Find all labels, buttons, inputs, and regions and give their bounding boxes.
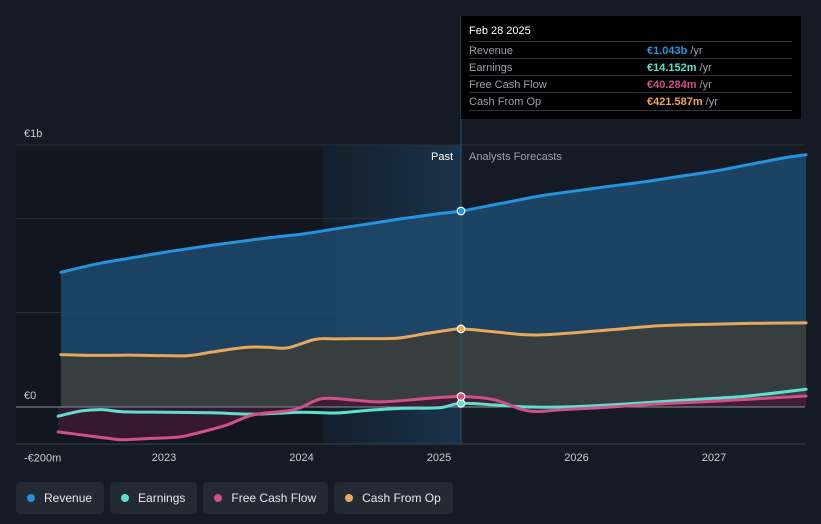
line-cash-from-op xyxy=(59,321,808,358)
tooltip-label: Free Cash Flow xyxy=(469,79,547,91)
legend-item-free-cash-flow[interactable]: Free Cash Flow xyxy=(203,482,329,514)
legend-label: Cash From Op xyxy=(362,491,441,505)
legend-label: Free Cash Flow xyxy=(231,491,317,505)
tooltip-date: Feb 28 2025 xyxy=(469,25,531,37)
legend-item-revenue[interactable]: Revenue xyxy=(16,482,105,514)
legend-dot-icon xyxy=(27,494,35,502)
legend-label: Earnings xyxy=(138,491,186,505)
tooltip-value-earnings: €14.152m/yr xyxy=(647,62,712,74)
tooltip-label: Earnings xyxy=(469,62,513,74)
legend-item-cash-from-op[interactable]: Cash From Op xyxy=(334,482,453,514)
line-earnings xyxy=(56,387,808,418)
series-lines xyxy=(56,153,808,442)
tooltip-label: Revenue xyxy=(469,45,514,57)
line-free-cash-flow xyxy=(56,394,808,442)
y-tick-label: -€200m xyxy=(24,452,61,464)
legend-dot-icon xyxy=(345,494,354,502)
y-tick-label: €1b xyxy=(24,128,42,140)
x-tick-label: 2026 xyxy=(564,452,588,464)
legend-dot-icon xyxy=(121,494,130,502)
legend-dot-icon xyxy=(214,494,223,502)
area-cash-from-op xyxy=(60,322,807,407)
tooltip: Feb 28 2025 Revenue €1.043b/yr Earnings … xyxy=(461,16,801,119)
tooltip-value-cash-from-op: €421.587m/yr xyxy=(647,96,718,108)
forecast-label: Analysts Forecasts xyxy=(469,151,562,163)
line-revenue xyxy=(59,153,808,274)
x-tick-label: 2025 xyxy=(427,452,451,464)
legend-item-earnings[interactable]: Earnings xyxy=(110,482,198,514)
y-tick-label: €0 xyxy=(24,390,36,402)
tooltip-value-free-cash-flow: €40.284m/yr xyxy=(647,79,712,91)
tooltip-label: Cash From Op xyxy=(469,96,542,108)
tooltip-row-revenue: Revenue €1.043b/yr xyxy=(469,41,792,59)
series-markers xyxy=(456,206,466,408)
tooltip-value-revenue: €1.043b/yr xyxy=(647,45,703,57)
tooltip-row-earnings: Earnings €14.152m/yr xyxy=(469,58,792,76)
tooltip-row-cash-from-op: Cash From Op €421.587m/yr xyxy=(469,92,792,111)
y-axis-labels: €1b €0 -€200m xyxy=(24,128,61,464)
x-tick-label: 2023 xyxy=(152,452,176,464)
marker-cash-from-op xyxy=(456,324,466,334)
marker-free-cash-flow xyxy=(456,392,466,401)
x-tick-label: 2027 xyxy=(702,452,726,464)
legend: Revenue Earnings Free Cash Flow Cash Fro… xyxy=(16,482,453,516)
x-axis-labels: 2023 2024 2025 2026 2027 xyxy=(152,452,726,464)
legend-label: Revenue xyxy=(44,491,93,505)
x-tick-label: 2024 xyxy=(289,452,313,464)
tooltip-row-free-cash-flow: Free Cash Flow €40.284m/yr xyxy=(469,75,792,93)
marker-revenue xyxy=(456,206,466,216)
past-label: Past xyxy=(431,151,453,163)
